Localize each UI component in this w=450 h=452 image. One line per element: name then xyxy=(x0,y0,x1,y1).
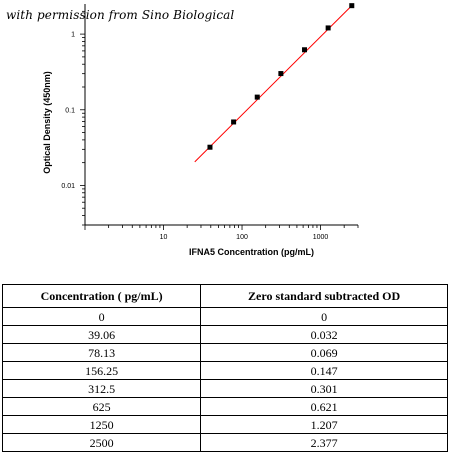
data-point xyxy=(325,25,331,31)
cell-concentration: 2500 xyxy=(1,433,202,452)
cell-concentration: 312.5 xyxy=(1,379,202,398)
data-points xyxy=(207,3,355,150)
y-axis-title: Optical Density (450nm) xyxy=(42,71,52,174)
table-row: 1250 1.207 xyxy=(1,415,448,434)
cell-od: 0.621 xyxy=(200,397,448,416)
cell-od: 0.032 xyxy=(200,325,448,344)
x-tick-label: 100 xyxy=(236,234,248,241)
cell-od: 1.207 xyxy=(200,415,448,434)
y-tick-label: 0.1 xyxy=(65,107,75,114)
x-axis-title: IFNA5 Concentration (pg/mL) xyxy=(189,247,314,257)
axes xyxy=(84,4,358,226)
cell-concentration: 1250 xyxy=(1,415,202,434)
cell-concentration: 625 xyxy=(1,397,202,416)
fit-line xyxy=(194,5,353,163)
cell-concentration: 78.13 xyxy=(1,343,202,362)
standard-curve-chart: 10 100 1000 0.01 0.1 1 IFNA5 Concentration (p… xyxy=(42,3,359,257)
cell-concentration: 39.06 xyxy=(1,325,202,344)
column-header-od: Zero standard subtracted OD xyxy=(200,284,448,308)
watermark-text: with permission from Sino Biological xyxy=(6,8,235,22)
y-tick-label: 0.01 xyxy=(61,183,75,190)
fit-line-layer xyxy=(194,5,353,163)
table-row: 156.25 0.147 xyxy=(1,361,448,380)
tick-labels: 10 100 1000 0.01 0.1 1 xyxy=(61,32,328,241)
table-header-row: Concentration ( pg/mL) Zero standard sub… xyxy=(1,284,448,308)
table-row: 2500 2.377 xyxy=(1,433,448,452)
data-point xyxy=(231,119,237,125)
data-table: Concentration ( pg/mL) Zero standard sub… xyxy=(1,284,448,452)
cell-od: 0.069 xyxy=(200,343,448,362)
cell-concentration: 0 xyxy=(1,307,202,326)
table-row: 78.13 0.069 xyxy=(1,343,448,362)
data-point xyxy=(278,71,284,77)
cell-concentration: 156.25 xyxy=(1,361,202,380)
cell-od: 0 xyxy=(200,307,448,326)
column-header-concentration: Concentration ( pg/mL) xyxy=(1,284,202,308)
cell-od: 2.377 xyxy=(200,433,448,452)
data-point xyxy=(254,94,260,100)
tick-marks xyxy=(80,10,359,230)
data-point xyxy=(207,144,213,150)
table-row: 312.5 0.301 xyxy=(1,379,448,398)
table-row: 625 0.621 xyxy=(1,397,448,416)
x-tick-label: 10 xyxy=(160,234,168,241)
data-point xyxy=(302,47,308,53)
table-row: 39.06 0.032 xyxy=(1,325,448,344)
y-tick-label: 1 xyxy=(71,32,75,39)
data-point xyxy=(349,3,355,9)
cell-od: 0.301 xyxy=(200,379,448,398)
cell-od: 0.147 xyxy=(200,361,448,380)
x-tick-label: 1000 xyxy=(313,234,329,241)
